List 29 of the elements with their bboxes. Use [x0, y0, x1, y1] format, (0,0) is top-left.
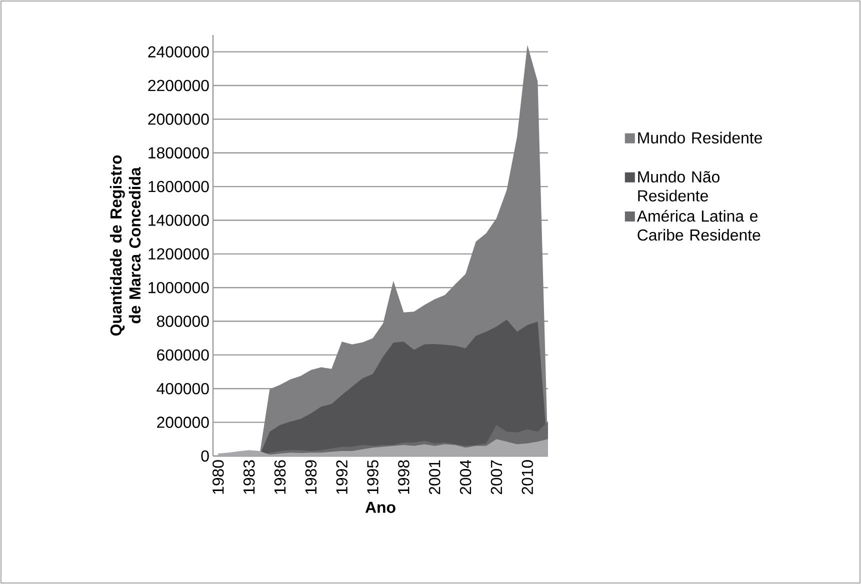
x-tick-label: 1983: [243, 460, 255, 494]
x-tick-label: 1986: [274, 460, 286, 494]
x-tick-label: 1980: [212, 460, 224, 494]
x-tick-label: 1992: [336, 460, 348, 494]
x-tick-label: 1989: [305, 460, 317, 494]
legend-label: Mundo Residente: [638, 132, 762, 144]
y-tick-label: 2200000: [148, 80, 209, 92]
x-tick-label: 2001: [428, 460, 440, 494]
y-tick-label: 2000000: [148, 114, 209, 125]
y-tick-label: 800000: [156, 316, 209, 327]
y-tick-label: 1000000: [148, 282, 209, 294]
y-tick-label: 1400000: [148, 214, 209, 226]
y-tick-label: 400000: [156, 383, 209, 394]
legend-label: Mundo Não Residente: [638, 170, 720, 202]
x-tick-label: 2010: [522, 460, 534, 494]
y-tick-label: 600000: [157, 349, 209, 361]
y-tick-label: 1800000: [148, 147, 209, 159]
x-tick-label: 2004: [460, 460, 472, 494]
x-tick-label: 2007: [490, 460, 502, 494]
x-axis-title: Ano: [365, 502, 396, 513]
y-tick-label: 2400000: [148, 46, 209, 58]
x-tick-label: 1995: [367, 460, 378, 494]
y-tick-label: 200000: [157, 416, 209, 428]
y-tick-label: 0: [201, 450, 209, 462]
y-axis-title: Quantidade de Registro de Marca Concedida: [110, 155, 141, 336]
legend-label: América Latina e Caribe Residente: [636, 210, 760, 241]
x-tick-label: 1998: [398, 460, 410, 494]
y-tick-label: 1600000: [148, 180, 209, 192]
y-tick-label: 1200000: [148, 248, 209, 260]
